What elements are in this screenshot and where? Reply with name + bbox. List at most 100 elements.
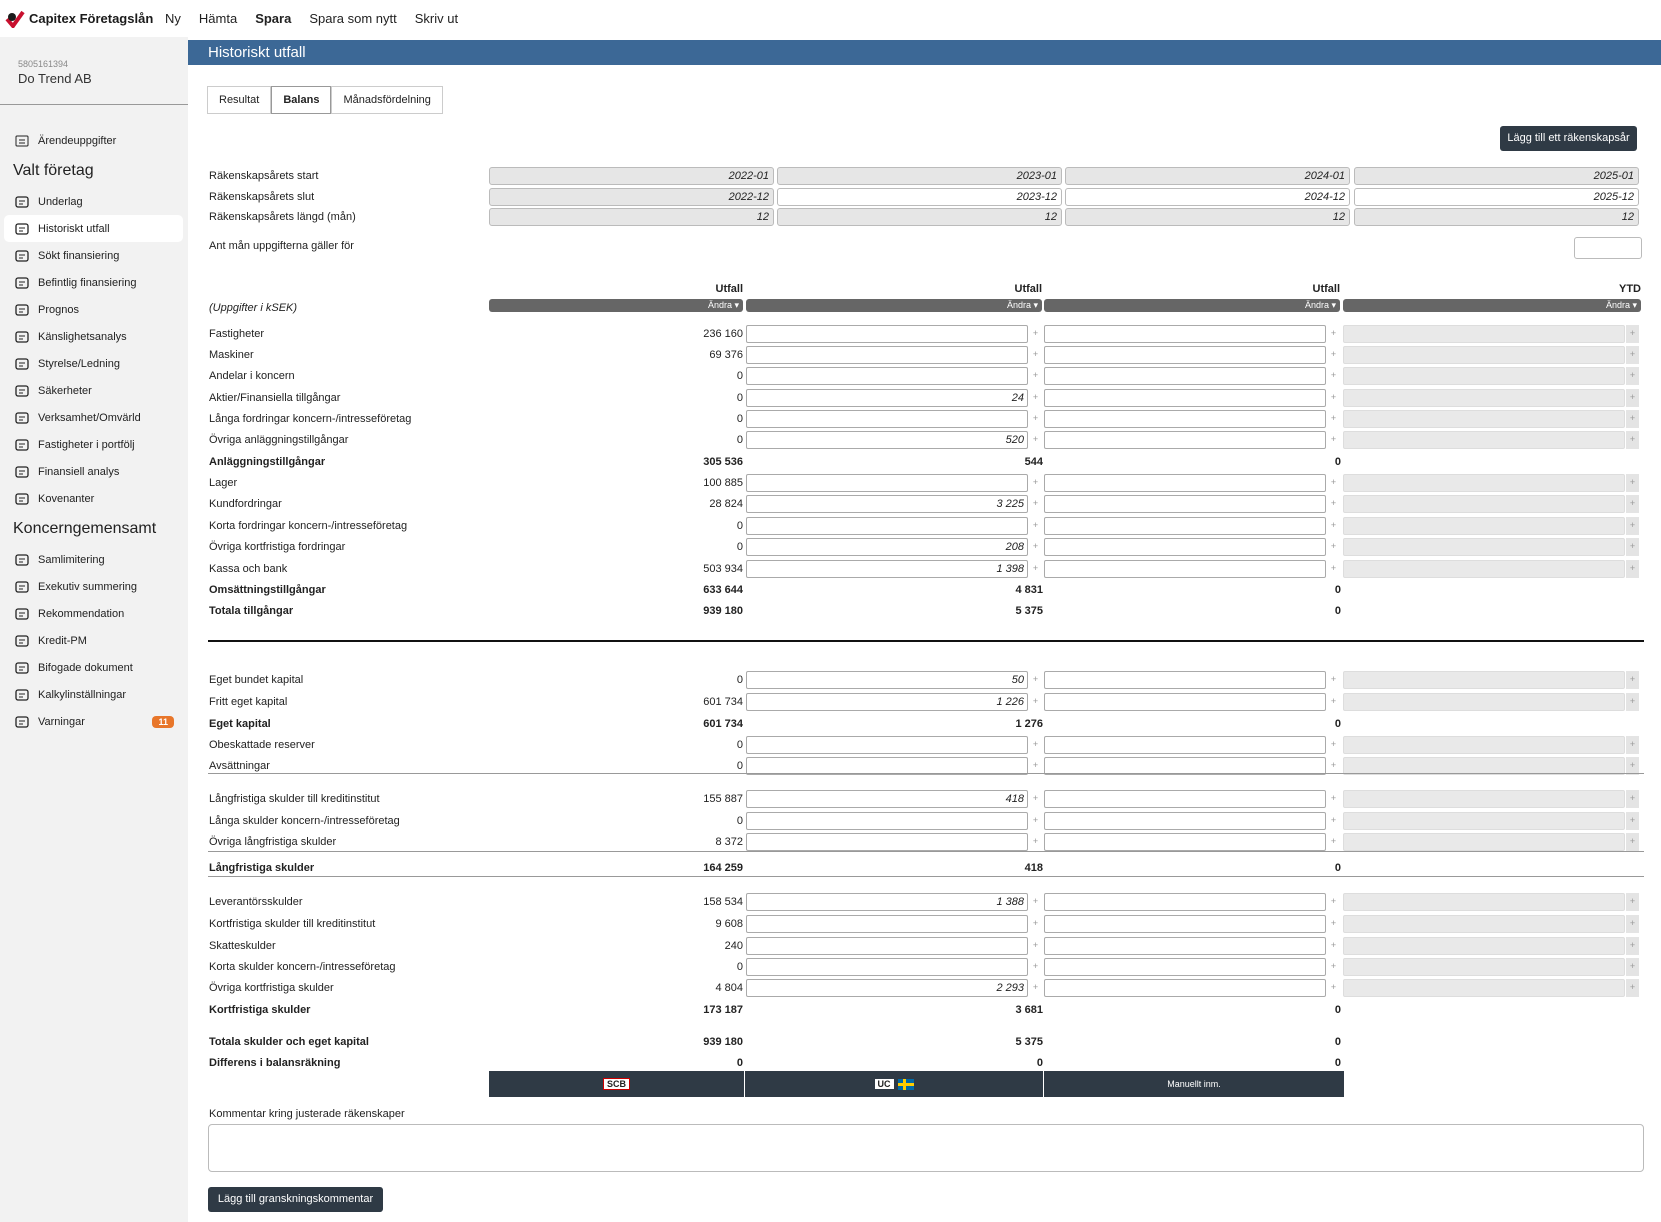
sidebar-item-arendeuppgifter[interactable]: Ärendeuppgifter: [0, 127, 188, 154]
add-detail-icon[interactable]: +: [1330, 793, 1337, 803]
value-2024-input[interactable]: [1044, 833, 1326, 851]
add-detail-icon[interactable]: +: [1626, 560, 1639, 578]
value-2023-input[interactable]: 520: [746, 431, 1028, 449]
source-scb[interactable]: SCB: [489, 1071, 745, 1097]
add-detail-icon[interactable]: +: [1626, 937, 1639, 955]
fiscal-end-value[interactable]: 2025-12: [1354, 188, 1639, 206]
add-detail-icon[interactable]: +: [1032, 793, 1039, 803]
add-detail-icon[interactable]: +: [1626, 671, 1639, 689]
value-2024-input[interactable]: [1044, 538, 1326, 556]
value-2024-input[interactable]: [1044, 736, 1326, 754]
add-detail-icon[interactable]: +: [1330, 982, 1337, 992]
value-2024-input[interactable]: [1044, 431, 1326, 449]
add-fiscal-year-button[interactable]: Lägg till ett räkenskapsår: [1500, 126, 1637, 151]
menu-fetch[interactable]: Hämta: [198, 11, 238, 26]
add-detail-icon[interactable]: +: [1626, 517, 1639, 535]
add-detail-icon[interactable]: +: [1330, 349, 1337, 359]
sidebar-item-känslighetsanalys[interactable]: Känslighetsanalys: [0, 323, 188, 350]
add-detail-icon[interactable]: +: [1330, 328, 1337, 338]
value-2024-input[interactable]: [1044, 790, 1326, 808]
add-detail-icon[interactable]: +: [1032, 696, 1039, 706]
tab-balans[interactable]: Balans: [271, 86, 332, 114]
add-detail-icon[interactable]: +: [1626, 893, 1639, 911]
value-2023-input[interactable]: 50: [746, 671, 1028, 689]
sidebar-item-bifogade-dokument[interactable]: Bifogade dokument: [0, 654, 188, 681]
add-detail-icon[interactable]: +: [1330, 674, 1337, 684]
add-detail-icon[interactable]: +: [1032, 413, 1039, 423]
add-detail-icon[interactable]: +: [1032, 961, 1039, 971]
menu-print[interactable]: Skriv ut: [414, 11, 459, 26]
value-2024-input[interactable]: [1044, 517, 1326, 535]
menu-new[interactable]: Ny: [165, 11, 181, 26]
source-manual[interactable]: Manuellt inm.: [1167, 1079, 1221, 1089]
value-2023-input[interactable]: [746, 833, 1028, 851]
change-dropdown[interactable]: Ändra ▾: [489, 299, 743, 312]
sidebar-item-underlag[interactable]: Underlag: [0, 188, 188, 215]
months-applies-input[interactable]: [1574, 237, 1642, 259]
add-detail-icon[interactable]: +: [1032, 940, 1039, 950]
sidebar-item-kalkylinställningar[interactable]: Kalkylinställningar: [0, 681, 188, 708]
add-detail-icon[interactable]: +: [1626, 431, 1639, 449]
add-detail-icon[interactable]: +: [1330, 896, 1337, 906]
add-detail-icon[interactable]: +: [1626, 410, 1639, 428]
value-2024-input[interactable]: [1044, 937, 1326, 955]
add-detail-icon[interactable]: +: [1626, 346, 1639, 364]
sidebar-item-prognos[interactable]: Prognos: [0, 296, 188, 323]
add-detail-icon[interactable]: +: [1032, 434, 1039, 444]
value-2023-input[interactable]: 24: [746, 389, 1028, 407]
add-detail-icon[interactable]: +: [1626, 757, 1639, 775]
value-2023-input[interactable]: [746, 346, 1028, 364]
add-detail-icon[interactable]: +: [1032, 520, 1039, 530]
comment-textarea[interactable]: [208, 1124, 1644, 1172]
value-2024-input[interactable]: [1044, 671, 1326, 689]
sidebar-item-historiskt-utfall[interactable]: Historiskt utfall: [4, 215, 183, 242]
add-detail-icon[interactable]: +: [1032, 836, 1039, 846]
add-detail-icon[interactable]: +: [1032, 896, 1039, 906]
add-detail-icon[interactable]: +: [1032, 739, 1039, 749]
add-detail-icon[interactable]: +: [1626, 325, 1639, 343]
add-detail-icon[interactable]: +: [1330, 815, 1337, 825]
value-2024-input[interactable]: [1044, 474, 1326, 492]
sidebar-item-varningar[interactable]: Varningar 11: [0, 708, 188, 735]
value-2024-input[interactable]: [1044, 958, 1326, 976]
add-detail-icon[interactable]: +: [1330, 434, 1337, 444]
value-2023-input[interactable]: [746, 937, 1028, 955]
add-detail-icon[interactable]: +: [1032, 918, 1039, 928]
add-detail-icon[interactable]: +: [1626, 790, 1639, 808]
source-uc[interactable]: UC: [745, 1071, 1044, 1097]
sidebar-item-sökt-finansiering[interactable]: Sökt finansiering: [0, 242, 188, 269]
add-detail-icon[interactable]: +: [1032, 982, 1039, 992]
add-detail-icon[interactable]: +: [1626, 958, 1639, 976]
value-2023-input[interactable]: [746, 367, 1028, 385]
value-2024-input[interactable]: [1044, 893, 1326, 911]
add-detail-icon[interactable]: +: [1330, 413, 1337, 423]
add-detail-icon[interactable]: +: [1032, 349, 1039, 359]
add-detail-icon[interactable]: +: [1626, 833, 1639, 851]
add-detail-icon[interactable]: +: [1626, 367, 1639, 385]
add-detail-icon[interactable]: +: [1330, 477, 1337, 487]
add-detail-icon[interactable]: +: [1032, 674, 1039, 684]
value-2023-input[interactable]: 1 398: [746, 560, 1028, 578]
menu-save[interactable]: Spara: [255, 11, 292, 26]
add-detail-icon[interactable]: +: [1330, 961, 1337, 971]
sidebar-item-befintlig-finansiering[interactable]: Befintlig finansiering: [0, 269, 188, 296]
add-detail-icon[interactable]: +: [1032, 392, 1039, 402]
add-detail-icon[interactable]: +: [1330, 392, 1337, 402]
value-2024-input[interactable]: [1044, 693, 1326, 711]
value-2023-input[interactable]: 3 225: [746, 495, 1028, 513]
value-2024-input[interactable]: [1044, 389, 1326, 407]
value-2023-input[interactable]: [746, 325, 1028, 343]
sidebar-item-fastigheter-i-portfölj[interactable]: Fastigheter i portfölj: [0, 431, 188, 458]
fiscal-end-value[interactable]: 2023-12: [777, 188, 1062, 206]
value-2024-input[interactable]: [1044, 915, 1326, 933]
sidebar-item-finansiell-analys[interactable]: Finansiell analys: [0, 458, 188, 485]
add-detail-icon[interactable]: +: [1032, 541, 1039, 551]
value-2023-input[interactable]: [746, 915, 1028, 933]
add-detail-icon[interactable]: +: [1626, 538, 1639, 556]
add-detail-icon[interactable]: +: [1626, 812, 1639, 830]
add-detail-icon[interactable]: +: [1330, 918, 1337, 928]
add-detail-icon[interactable]: +: [1330, 940, 1337, 950]
value-2023-input[interactable]: [746, 410, 1028, 428]
add-detail-icon[interactable]: +: [1330, 370, 1337, 380]
add-detail-icon[interactable]: +: [1032, 760, 1039, 770]
